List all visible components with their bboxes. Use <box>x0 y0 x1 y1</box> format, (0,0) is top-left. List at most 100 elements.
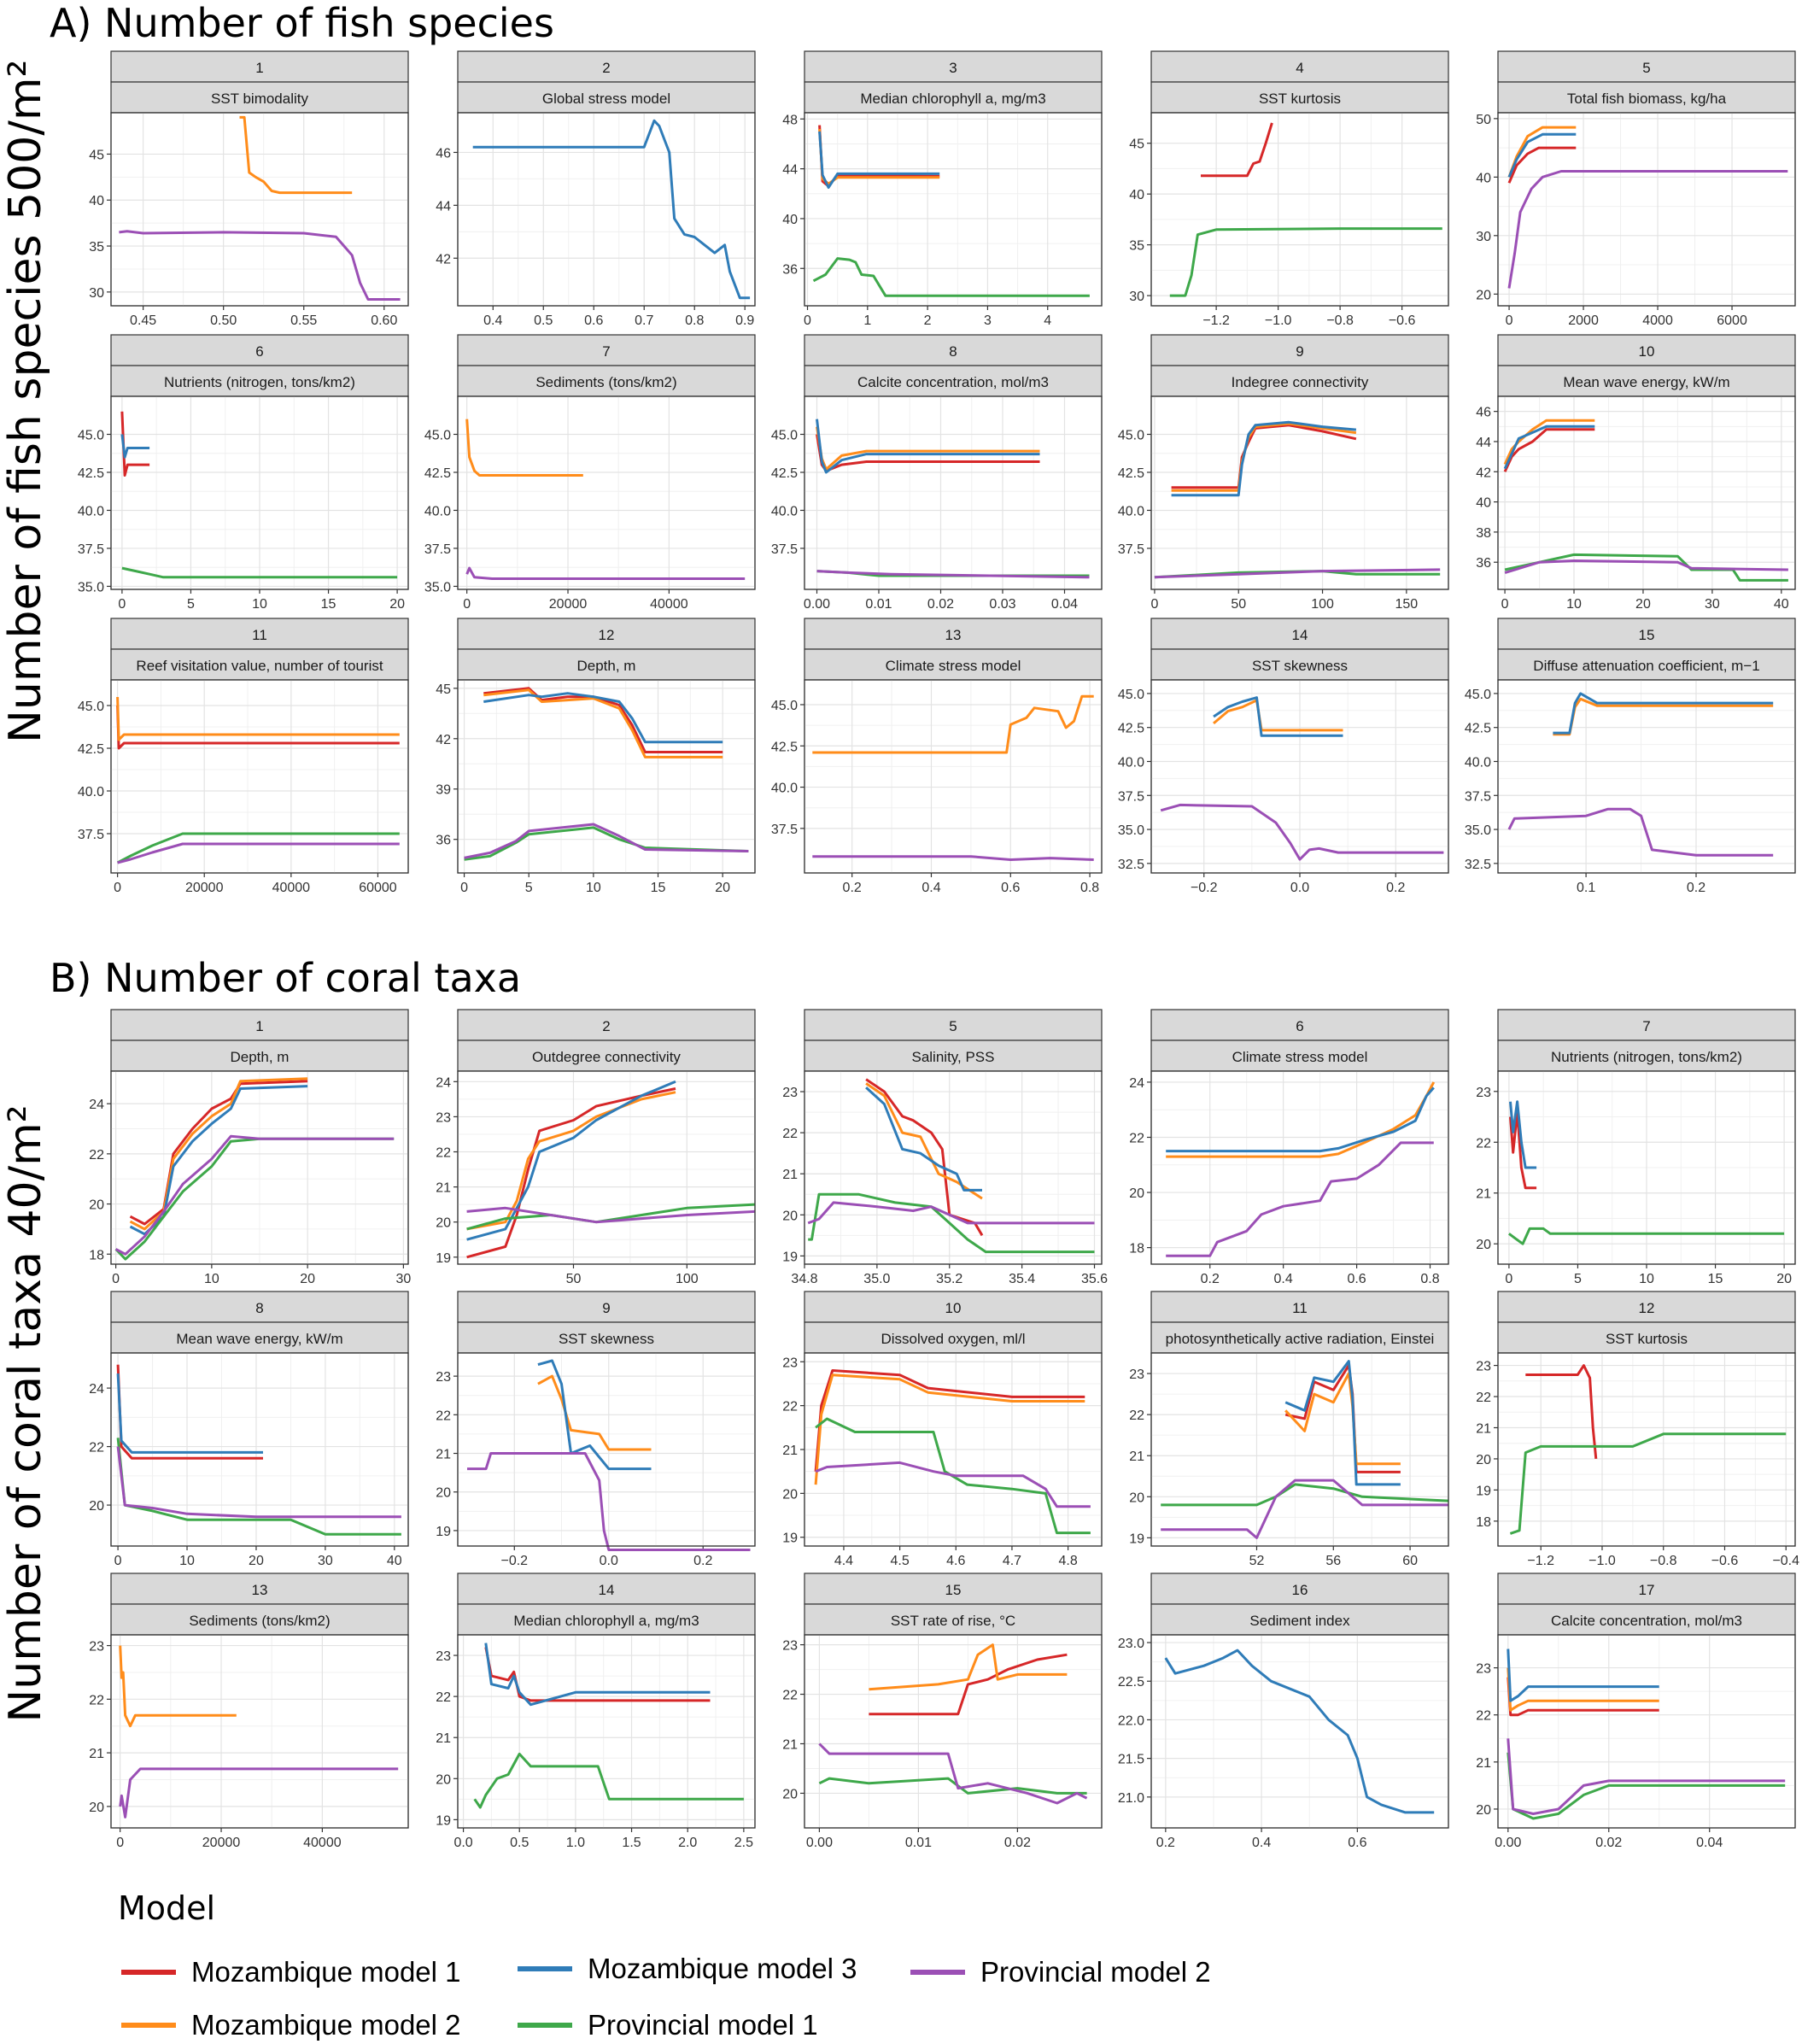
plot-panel <box>1497 679 1796 874</box>
series-line-model-2 <box>1553 697 1774 736</box>
facet-rank-label: 7 <box>1642 1018 1650 1034</box>
x-tick-label: 0 <box>118 597 126 612</box>
y-tick-label: 42.5 <box>78 742 104 757</box>
series-line-model-4 <box>116 832 400 864</box>
legend-swatch <box>121 1970 176 1975</box>
plot-panel <box>457 112 756 307</box>
x-tick-label: 0.9 <box>735 313 754 328</box>
series-line-model-1 <box>1509 1110 1537 1190</box>
x-tick-label: 2000 <box>1568 313 1599 328</box>
series-line-model-5 <box>466 1206 756 1224</box>
y-tick-label: 38 <box>1476 526 1491 541</box>
x-tick-label: 0.02 <box>1004 1836 1031 1850</box>
section-a-title: A) Number of fish species <box>50 0 554 46</box>
x-tick-label: 0 <box>460 881 468 895</box>
series-line-model-2 <box>1213 699 1343 732</box>
facet-title-label: Median chlorophyll a, mg/m3 <box>513 1613 699 1629</box>
x-tick-label: 40000 <box>272 881 311 895</box>
series-line-model-1 <box>1201 122 1273 178</box>
plot-border <box>804 112 1103 307</box>
y-tick-label: 30 <box>1476 230 1491 244</box>
y-tick-label: 45.0 <box>424 428 451 442</box>
series-line-model-3 <box>1171 420 1357 497</box>
facet-rank-label: 2 <box>602 1018 610 1034</box>
series-line-model-5 <box>1154 568 1441 579</box>
series-line-model-3 <box>1166 1086 1435 1153</box>
facet-rank-label: 8 <box>255 1300 263 1316</box>
facet-rank-label: 7 <box>602 343 610 360</box>
legend-swatch <box>518 2023 572 2028</box>
facet-title-strip <box>804 1321 1103 1354</box>
x-tick-label: −0.8 <box>1326 313 1354 328</box>
facet-rank-label: 15 <box>1639 627 1655 643</box>
facet-title-strip <box>110 81 409 114</box>
x-tick-label: 5 <box>187 597 195 612</box>
plot-border <box>110 679 409 874</box>
x-tick-label: 10 <box>179 1554 195 1568</box>
facet-title-label: SST kurtosis <box>1606 1331 1688 1347</box>
y-tick-label: 18 <box>89 1248 104 1262</box>
series-line-model-1 <box>1507 146 1577 184</box>
facet-title-strip <box>457 1040 756 1072</box>
y-tick-label: 20 <box>1129 1186 1144 1201</box>
plot-border <box>804 1070 1103 1265</box>
facet-title-label: Median chlorophyll a, mg/m3 <box>860 91 1045 107</box>
series-line-model-3 <box>816 419 1040 474</box>
x-tick-label: 0.8 <box>685 313 704 328</box>
facet-rank-strip <box>1497 1573 1796 1605</box>
series-line-model-3 <box>1503 425 1595 470</box>
plot-panel <box>1150 112 1449 307</box>
x-tick-label: 0.5 <box>510 1836 529 1850</box>
legend-item-provincial-1: Provincial model 1 <box>518 2009 818 2041</box>
x-tick-label: −0.6 <box>1711 1554 1739 1568</box>
facet-rank-strip <box>1150 1573 1449 1605</box>
x-tick-label: 0.8 <box>1080 881 1099 895</box>
series-line-model-4 <box>812 257 1090 297</box>
x-tick-label: 0.4 <box>1274 1272 1293 1286</box>
x-tick-label: 20 <box>1635 597 1651 612</box>
x-tick-label: −0.2 <box>500 1554 528 1568</box>
series-line-model-3 <box>818 131 940 189</box>
y-tick-label: 23 <box>1476 1662 1491 1677</box>
x-tick-label: 0 <box>114 881 121 895</box>
series-line-model-2 <box>483 688 723 758</box>
x-tick-label: 10 <box>1566 597 1582 612</box>
facet-rank-strip <box>1497 618 1796 650</box>
facet-title-label: Nutrients (nitrogen, tons/km2) <box>1551 1049 1742 1065</box>
series-line-model-4 <box>114 1137 395 1261</box>
x-tick-label: 0.2 <box>1201 1272 1220 1286</box>
plot-panel <box>804 679 1103 874</box>
series-line-model-2 <box>812 694 1094 754</box>
x-tick-label: 20000 <box>202 1836 241 1850</box>
y-tick-label: 21 <box>436 1181 451 1196</box>
facet-rank-label: 15 <box>945 1582 962 1598</box>
plot-border <box>1497 112 1796 307</box>
x-tick-label: 20 <box>249 1554 264 1568</box>
plot-border <box>804 395 1103 590</box>
y-tick-label: 21.5 <box>1118 1753 1144 1767</box>
y-tick-label: 21 <box>1476 1187 1491 1202</box>
y-tick-label: 42.5 <box>1118 722 1144 736</box>
y-tick-label: 24 <box>436 1075 451 1090</box>
y-tick-label: 44 <box>782 163 798 178</box>
series-line-model-4 <box>1509 1432 1787 1535</box>
y-tick-label: 42 <box>1476 466 1491 480</box>
facet-rank-label: 5 <box>1642 60 1650 76</box>
facet-title-label: SST bimodality <box>211 91 309 107</box>
series-line-model-1 <box>865 1078 984 1237</box>
x-tick-label: 0.6 <box>1001 881 1020 895</box>
y-tick-label: 22 <box>89 1693 104 1707</box>
y-tick-label: 22 <box>1129 1409 1144 1423</box>
y-tick-label: 42.5 <box>771 740 798 754</box>
y-tick-label: 23 <box>1476 1086 1491 1100</box>
plot-panel <box>457 1352 756 1547</box>
y-tick-label: 22 <box>89 1148 104 1163</box>
facet-title-strip <box>1150 648 1449 681</box>
plot-border <box>1150 1070 1449 1265</box>
series-line-model-5 <box>117 842 400 864</box>
x-tick-label: 4.6 <box>946 1554 965 1568</box>
x-tick-label: 34.8 <box>791 1272 817 1286</box>
x-tick-label: 4.7 <box>1003 1554 1021 1568</box>
facet-title-label: Mean wave energy, kW/m <box>176 1331 342 1347</box>
y-tick-label: 21 <box>782 1444 798 1458</box>
